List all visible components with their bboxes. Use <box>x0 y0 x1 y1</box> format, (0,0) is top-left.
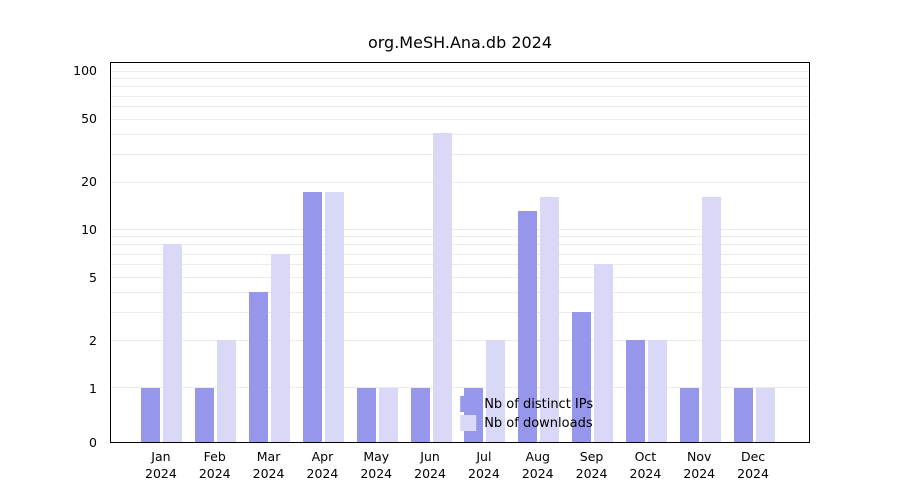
gridline <box>111 181 809 183</box>
legend-swatch-distinct-ips <box>460 396 477 412</box>
bar-distinct-ips <box>733 387 753 442</box>
x-tick-label: Feb 2024 <box>198 449 231 481</box>
legend-item-distinct-ips: Nb of distinct IPs <box>460 396 593 412</box>
bar-distinct-ips <box>572 312 592 442</box>
x-tick-label: Nov 2024 <box>683 449 716 481</box>
x-tick-label: Sep 2024 <box>575 449 608 481</box>
x-tick-label: Mar 2024 <box>252 449 285 481</box>
bar-downloads <box>755 387 775 442</box>
bar-distinct-ips <box>356 387 376 442</box>
y-tick-label: 0 <box>89 435 97 450</box>
bar-downloads <box>701 196 721 442</box>
bar-distinct-ips <box>302 192 322 442</box>
y-tick-label: 1 <box>89 380 97 396</box>
bar-distinct-ips <box>141 387 161 442</box>
legend-item-downloads: Nb of downloads <box>460 415 593 431</box>
y-tick-label: 2 <box>89 333 97 349</box>
x-axis-labels: Jan 2024 Feb 2024 Mar 2024 Apr 2024 May 2024… <box>110 449 810 489</box>
legend-label-distinct-ips: Nb of distinct IPs <box>484 396 594 412</box>
gridline <box>111 387 809 389</box>
gridline <box>111 339 809 341</box>
x-tick-label: Jun 2024 <box>414 449 446 481</box>
plot-area: Nb of distinct IPs Nb of downloads <box>110 62 810 443</box>
y-tick-label: 5 <box>89 269 97 285</box>
bar-downloads <box>540 196 560 442</box>
x-tick-label: Jan 2024 <box>145 449 177 481</box>
gridline <box>111 236 809 238</box>
x-tick-label: Apr 2024 <box>306 449 339 481</box>
gridline <box>111 253 809 255</box>
legend-swatch-downloads <box>460 415 477 431</box>
y-tick-label: 50 <box>81 110 97 126</box>
gridline <box>111 78 809 80</box>
gridline <box>111 86 809 88</box>
gridline <box>111 292 809 294</box>
bar-distinct-ips <box>625 340 645 442</box>
y-tick-label: 100 <box>73 63 97 79</box>
bar-downloads <box>378 387 398 442</box>
gridline <box>111 106 809 108</box>
bar-downloads <box>647 340 667 442</box>
y-tick-label: 10 <box>81 222 97 238</box>
bar-downloads <box>163 244 183 442</box>
chart-title: org.MeSH.Ana.db 2024 <box>367 33 553 52</box>
bar-downloads <box>432 133 452 442</box>
bar-distinct-ips <box>249 292 269 442</box>
legend-label-downloads: Nb of downloads <box>484 415 593 431</box>
y-tick-label: 20 <box>81 174 97 190</box>
gridline <box>111 264 809 266</box>
gridline <box>111 311 809 313</box>
bar-distinct-ips <box>679 387 699 442</box>
gridline <box>111 71 809 73</box>
gridline <box>111 118 809 120</box>
x-tick-label: Dec 2024 <box>737 449 769 481</box>
bar-distinct-ips <box>410 387 430 442</box>
bar-downloads <box>594 264 614 442</box>
gridline <box>111 244 809 246</box>
gridline <box>111 276 809 278</box>
bar-downloads <box>486 340 506 442</box>
legend: Nb of distinct IPs Nb of downloads <box>454 391 599 436</box>
gridline <box>111 153 809 155</box>
x-tick-label: Jul 2024 <box>468 449 500 481</box>
gridline <box>111 95 809 97</box>
bar-downloads <box>271 253 291 442</box>
bar-downloads <box>217 340 237 442</box>
x-tick-label: Aug 2024 <box>521 449 554 481</box>
x-tick-label: Oct 2024 <box>629 449 662 481</box>
bar-distinct-ips <box>518 210 538 442</box>
gridline <box>111 229 809 231</box>
y-axis-labels: 0 1 2 5 10 20 50 100 <box>0 62 103 450</box>
bar-downloads <box>324 192 344 442</box>
gridline <box>111 134 809 135</box>
bar-distinct-ips <box>195 387 215 442</box>
x-tick-label: May 2024 <box>360 449 393 481</box>
